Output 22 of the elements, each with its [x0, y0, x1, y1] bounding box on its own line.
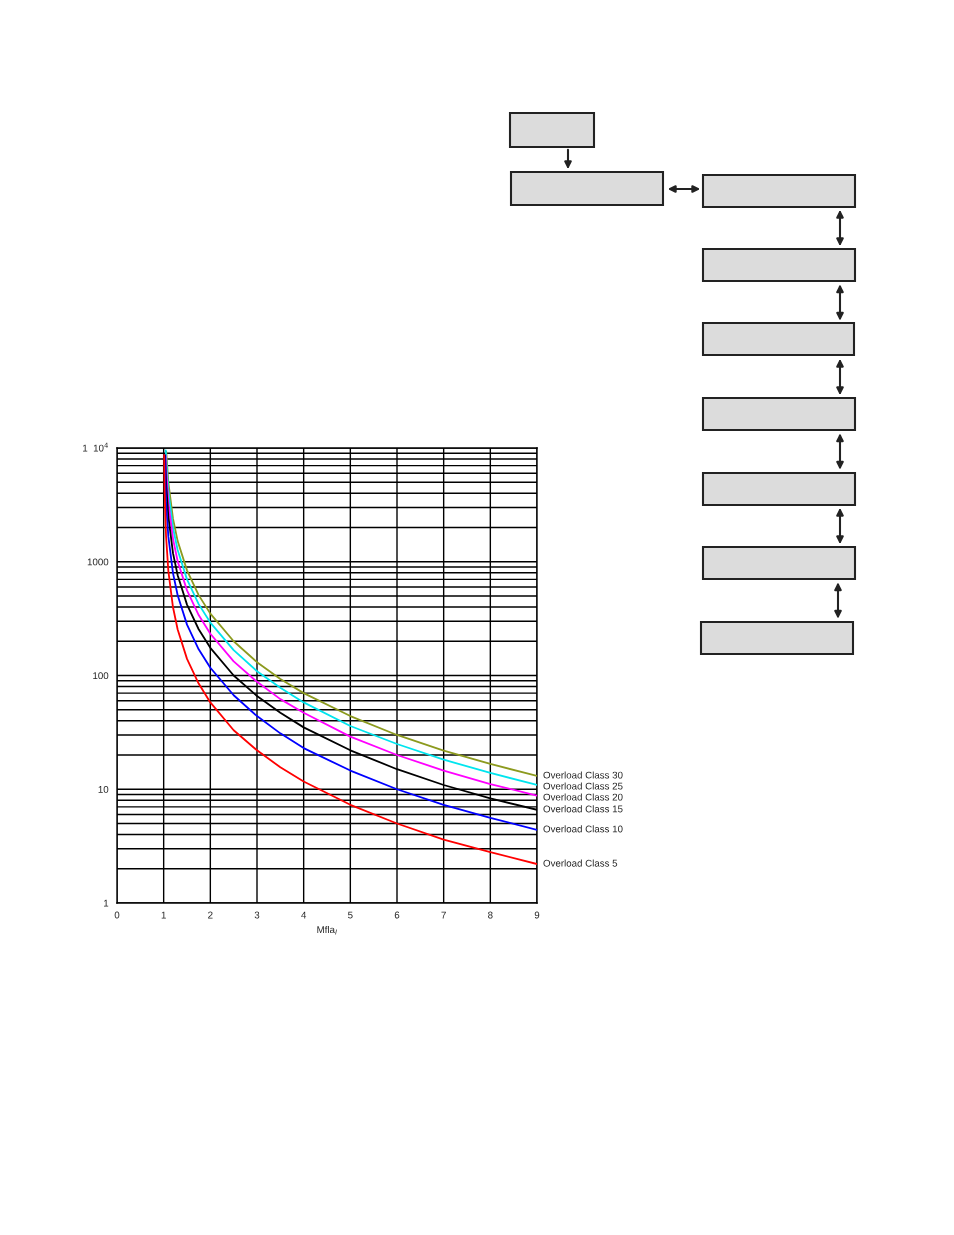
series-label: Overload Class 25 [543, 782, 623, 790]
x-tick-label: 0 [114, 911, 120, 919]
y-tick-label: 1 [104, 899, 109, 907]
x-tick-label: 4 [301, 911, 307, 919]
x-axis-title: Mfla$_{I}$ [317, 925, 337, 935]
y-tick-label: 10 [98, 785, 109, 793]
x-tick-label: 5 [348, 911, 353, 919]
x-tick-label: 6 [394, 911, 400, 919]
y-tick-label: 1000 [87, 558, 109, 566]
x-tick-label: 3 [254, 911, 260, 919]
series-label: Overload Class 10 [543, 825, 623, 833]
series-label: Overload Class 5 [543, 859, 618, 867]
x-tick-label: 7 [441, 911, 446, 919]
y-tick-label: 1 10$^{4}$ [83, 442, 108, 452]
series-label: Overload Class 15 [543, 805, 623, 813]
x-tick-label: 1 [161, 911, 166, 919]
series-label: Overload Class 20 [543, 793, 623, 801]
x-tick-label: 9 [534, 911, 540, 919]
x-tick-label: 8 [488, 911, 493, 919]
x-tick-label: 2 [208, 911, 213, 919]
series-label: Overload Class 30 [543, 771, 623, 779]
y-tick-label: 100 [93, 672, 109, 680]
